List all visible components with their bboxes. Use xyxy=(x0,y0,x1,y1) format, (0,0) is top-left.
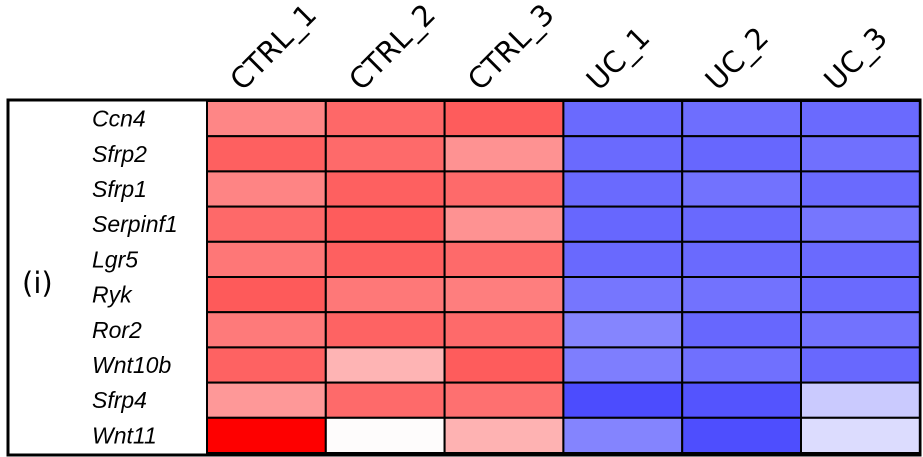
heatmap-cell-wnt10b-ctrl-1 xyxy=(206,346,327,384)
heatmap-cell-sfrp2-ctrl-2 xyxy=(324,135,446,173)
heatmap-cell-sfrp1-uc-3 xyxy=(800,170,921,208)
heatmap-cell-wnt11-uc-3 xyxy=(800,416,921,454)
heatmap-cell-wnt11-ctrl-1 xyxy=(206,416,327,454)
heatmap-cell-wnt10b-uc-1 xyxy=(562,346,684,384)
heatmap-cell-serpinf1-uc-3 xyxy=(800,205,921,243)
row-label-wnt10b: Wnt10b xyxy=(92,352,171,378)
column-label-uc-1: UC_1 xyxy=(580,20,657,97)
heatmap-cell-lgr5-uc-2 xyxy=(681,240,803,279)
column-label-uc-3: UC_3 xyxy=(817,20,894,97)
heatmap-cell-ryk-ctrl-1 xyxy=(206,276,327,314)
heatmap-cell-lgr5-uc-1 xyxy=(562,240,684,279)
heatmap-cell-sfrp1-uc-1 xyxy=(562,170,684,208)
heatmap-cell-ror2-ctrl-3 xyxy=(443,311,565,349)
heatmap-cell-wnt11-ctrl-3 xyxy=(443,416,565,454)
column-label-ctrl-1: CTRL_1 xyxy=(223,0,323,97)
heatmap-cell-lgr5-ctrl-3 xyxy=(443,240,565,279)
heatmap-cells xyxy=(206,100,921,454)
heatmap-cell-sfrp4-ctrl-3 xyxy=(443,381,565,419)
heatmap-cell-sfrp4-uc-2 xyxy=(681,381,803,419)
row-label-sfrp2: Sfrp2 xyxy=(92,141,147,167)
heatmap-cell-ccn4-uc-2 xyxy=(681,100,803,138)
heatmap-cell-serpinf1-ctrl-3 xyxy=(443,205,565,243)
column-labels: CTRL_1 CTRL_2 CTRL_3 UC_1 UC_2 UC_3 xyxy=(223,0,894,97)
heatmap-cell-ccn4-ctrl-3 xyxy=(443,100,565,138)
heatmap-cell-wnt11-uc-2 xyxy=(681,416,803,454)
row-labels: Ccn4 Sfrp2 Sfrp1 Serpinf1 Lgr5 Ryk Ror2 Wnt10b S… xyxy=(92,106,178,449)
column-label-ctrl-3: CTRL_3 xyxy=(461,0,561,97)
heatmap-cell-ror2-ctrl-2 xyxy=(324,311,446,349)
heatmap-cell-sfrp4-uc-1 xyxy=(562,381,684,419)
heatmap-cell-sfrp2-ctrl-3 xyxy=(443,135,565,173)
row-label-serpinf1: Serpinf1 xyxy=(92,211,178,237)
heatmap-cell-sfrp1-uc-2 xyxy=(681,170,803,208)
heatmap-cell-ccn4-uc-1 xyxy=(562,100,684,138)
row-label-sfrp4: Sfrp4 xyxy=(92,387,147,413)
heatmap-cell-lgr5-uc-3 xyxy=(800,240,921,279)
heatmap-cell-sfrp2-uc-1 xyxy=(562,135,684,173)
heatmap-cell-sfrp1-ctrl-2 xyxy=(324,170,446,208)
heatmap-cell-ryk-uc-1 xyxy=(562,276,684,314)
heatmap-cell-wnt11-uc-1 xyxy=(562,416,684,454)
heatmap-cell-wnt10b-uc-3 xyxy=(800,346,921,384)
column-label-ctrl-2: CTRL_2 xyxy=(342,0,442,97)
heatmap-cell-sfrp4-uc-3 xyxy=(800,381,921,419)
heatmap-cell-ccn4-uc-3 xyxy=(800,100,921,138)
heatmap-cell-sfrp4-ctrl-1 xyxy=(206,381,327,419)
heatmap-cell-sfrp2-uc-2 xyxy=(681,135,803,173)
row-label-lgr5: Lgr5 xyxy=(92,246,138,272)
heatmap-cell-serpinf1-ctrl-1 xyxy=(206,205,327,243)
heatmap-cell-ccn4-ctrl-1 xyxy=(206,100,327,138)
heatmap-cell-sfrp2-uc-3 xyxy=(800,135,921,173)
row-label-ryk: Ryk xyxy=(92,282,133,308)
heatmap-cell-lgr5-ctrl-2 xyxy=(324,240,446,279)
heatmap-cell-ror2-ctrl-1 xyxy=(206,311,327,349)
heatmap-cell-sfrp1-ctrl-1 xyxy=(206,170,327,208)
row-label-wnt11: Wnt11 xyxy=(92,422,157,448)
heatmap-cell-ryk-ctrl-3 xyxy=(443,276,565,314)
heatmap-cell-ror2-uc-2 xyxy=(681,311,803,349)
heatmap-cell-wnt11-ctrl-2 xyxy=(324,416,446,454)
heatmap-cell-ror2-uc-3 xyxy=(800,311,921,349)
row-label-ccn4: Ccn4 xyxy=(92,106,146,132)
heatmap-cell-ccn4-ctrl-2 xyxy=(324,100,446,138)
heatmap-cell-lgr5-ctrl-1 xyxy=(206,240,327,279)
heatmap-cell-serpinf1-uc-2 xyxy=(681,205,803,243)
heatmap-cell-sfrp2-ctrl-1 xyxy=(206,135,327,173)
heatmap-cell-ror2-uc-1 xyxy=(562,311,684,349)
heatmap-cell-wnt10b-uc-2 xyxy=(681,346,803,384)
heatmap-cell-wnt10b-ctrl-3 xyxy=(443,346,565,384)
heatmap-cell-ryk-uc-2 xyxy=(681,276,803,314)
row-label-sfrp1: Sfrp1 xyxy=(92,176,147,202)
column-label-uc-2: UC_2 xyxy=(699,20,776,97)
heatmap-cell-ryk-ctrl-2 xyxy=(324,276,446,314)
heatmap-cell-ryk-uc-3 xyxy=(800,276,921,314)
heatmap-cell-sfrp4-ctrl-2 xyxy=(324,381,446,419)
heatmap-cell-serpinf1-uc-1 xyxy=(562,205,684,243)
heatmap-cell-wnt10b-ctrl-2 xyxy=(324,346,446,384)
panel-label: (i) xyxy=(22,266,53,300)
heatmap-cell-sfrp1-ctrl-3 xyxy=(443,170,565,208)
row-label-ror2: Ror2 xyxy=(92,317,142,343)
heatmap-cell-serpinf1-ctrl-2 xyxy=(324,205,446,243)
